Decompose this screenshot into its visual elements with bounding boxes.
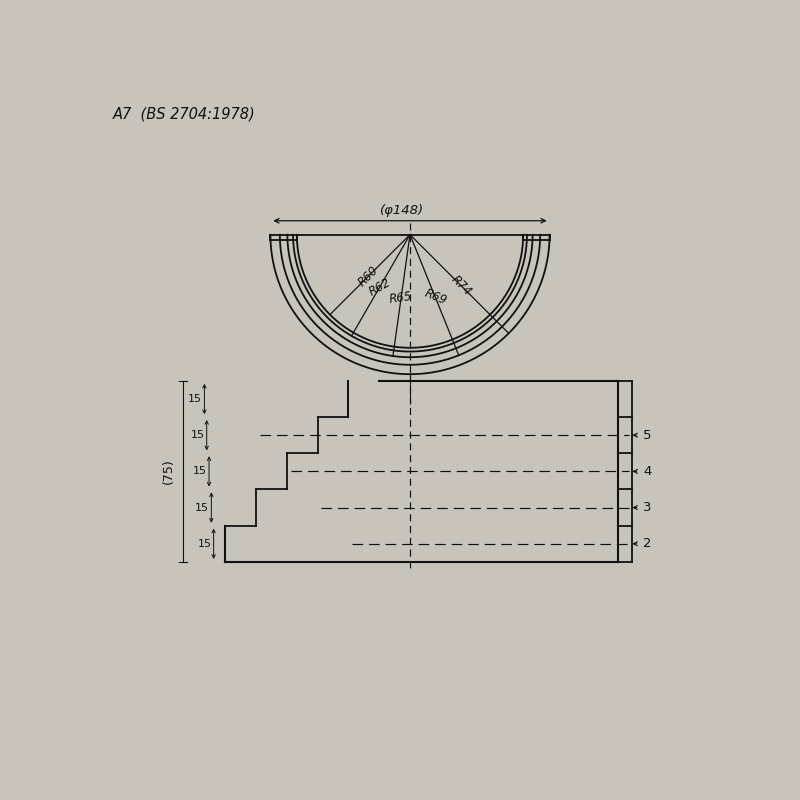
Text: (φ148): (φ148): [380, 204, 424, 217]
Text: 15: 15: [195, 502, 209, 513]
Text: 5: 5: [643, 429, 652, 442]
Text: R65: R65: [389, 290, 414, 306]
Text: R74: R74: [449, 273, 474, 298]
Text: 3: 3: [643, 501, 652, 514]
Text: R69: R69: [422, 287, 449, 308]
Text: 15: 15: [198, 538, 211, 549]
Text: 2: 2: [643, 538, 652, 550]
Text: R62: R62: [366, 276, 393, 298]
Text: 15: 15: [193, 466, 206, 476]
Text: A7  (BS 2704:1978): A7 (BS 2704:1978): [113, 106, 255, 122]
Text: 15: 15: [188, 394, 202, 404]
Text: 15: 15: [190, 430, 205, 440]
Text: (75): (75): [162, 458, 175, 484]
Text: R60: R60: [356, 263, 381, 289]
Text: 4: 4: [643, 465, 652, 478]
